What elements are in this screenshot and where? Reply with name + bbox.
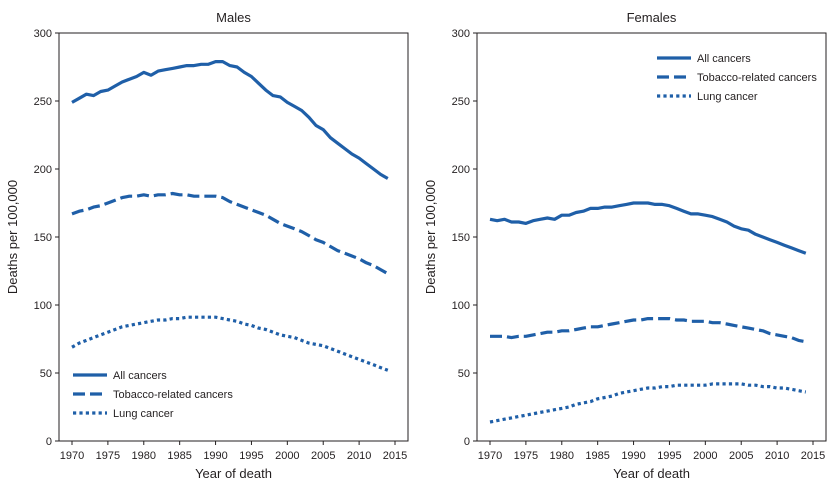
legend-label: Tobacco-related cancers (697, 72, 817, 84)
x-tick-label: 1975 (96, 450, 120, 462)
x-tick-label: 1985 (167, 450, 191, 462)
x-tick-label: 1980 (132, 450, 156, 462)
chart-panel-females: Females 0 50 100 150 200 250 300 1970 1975 1980 198… (423, 10, 827, 481)
x-tick-label: 1985 (585, 450, 609, 462)
chart-title: Females (627, 10, 677, 25)
x-tick-label: 1980 (550, 450, 574, 462)
y-tick-label: 50 (458, 368, 470, 380)
x-tick-label: 2010 (765, 450, 789, 462)
y-tick-label: 300 (34, 28, 52, 40)
legend-label: All cancers (113, 370, 167, 382)
x-tick-label: 1995 (239, 450, 263, 462)
legend-label: All cancers (697, 53, 751, 65)
y-tick-label: 250 (34, 96, 52, 108)
legend-label: Tobacco-related cancers (113, 389, 233, 401)
y-tick-label: 0 (46, 436, 52, 448)
x-tick-label: 1990 (203, 450, 227, 462)
x-tick-label: 2000 (275, 450, 299, 462)
y-axis-label: Deaths per 100,000 (5, 180, 20, 294)
y-tick-label: 150 (34, 232, 52, 244)
x-tick-label: 2005 (311, 450, 335, 462)
legend-label: Lung cancer (113, 408, 174, 420)
y-tick-label: 250 (452, 96, 470, 108)
x-axis-label: Year of death (195, 466, 272, 481)
legend: All cancers Tobacco-related cancers Lung c… (73, 370, 233, 420)
series-line-dashed (71, 191, 389, 276)
legend: All cancers Tobacco-related cancers Lung c… (657, 53, 817, 103)
series-line-solid (489, 201, 807, 255)
x-tick-label: 2015 (383, 450, 407, 462)
chart-panel-males: Males 0 50 100 150 200 250 300 1970 1975 1980 1985 1… (5, 10, 409, 481)
x-tick-label: 1975 (514, 450, 538, 462)
y-axis-label: Deaths per 100,000 (423, 180, 438, 294)
y-tick-label: 150 (452, 232, 470, 244)
y-tick-label: 100 (452, 300, 470, 312)
x-tick-label: 2000 (693, 450, 717, 462)
plot-frame (476, 32, 827, 442)
x-tick-label: 1990 (621, 450, 645, 462)
x-tick-label: 1970 (60, 450, 84, 462)
x-axis-label: Year of death (613, 466, 690, 481)
series-line-dotted (489, 382, 807, 424)
x-tick-label: 2005 (729, 450, 753, 462)
x-tick-label: 1995 (657, 450, 681, 462)
y-tick-label: 0 (464, 436, 470, 448)
y-tick-label: 50 (40, 368, 52, 380)
x-tick-label: 1970 (478, 450, 502, 462)
legend-label: Lung cancer (697, 91, 758, 103)
y-tick-label: 200 (452, 164, 470, 176)
series-line-dashed (490, 317, 807, 344)
chart-title: Males (216, 10, 251, 25)
x-tick-label: 2010 (347, 450, 371, 462)
y-tick-label: 100 (34, 300, 52, 312)
y-tick-label: 300 (452, 28, 470, 40)
series-line-solid (71, 59, 389, 180)
plot-frame (58, 32, 409, 442)
x-tick-label: 2015 (801, 450, 825, 462)
series-line-dotted (71, 315, 389, 372)
y-tick-label: 200 (34, 164, 52, 176)
